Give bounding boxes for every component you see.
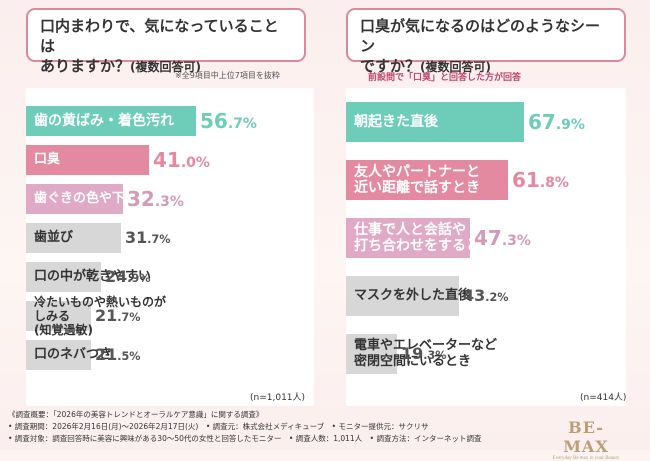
value-dec: .9% bbox=[555, 117, 585, 133]
bar-value-1-3: 43.2% bbox=[463, 286, 509, 305]
value-dec: .8% bbox=[539, 175, 569, 191]
bar-label-line: 口のネバつき bbox=[34, 347, 113, 362]
left-chart-panel: 歯の黄ばみ・着色汚れ 56.7% 口臭 41.0% 歯ぐきの色や下がり 32.3% 歯並び 3… bbox=[26, 88, 314, 406]
value-int: 32 bbox=[127, 187, 155, 211]
bar-value-1-4: 19.3% bbox=[401, 344, 447, 363]
brand-name: BE-MAX bbox=[563, 418, 609, 456]
value-int: 67 bbox=[528, 110, 556, 134]
bar-label-line: 打ち合わせをするとき bbox=[354, 238, 494, 254]
bar-value-1-0: 67.9% bbox=[528, 110, 585, 134]
value-int: 24 bbox=[105, 267, 128, 287]
brand-tagline: Everyday Be max in your Beauty bbox=[552, 456, 620, 461]
right-title-line2: ですか？ bbox=[360, 57, 421, 75]
bar-0-2 bbox=[26, 184, 123, 214]
right-title-suffix: (複数回答可) bbox=[420, 60, 491, 74]
bar-label-line: 冷たいものや熱いものが bbox=[34, 295, 167, 309]
value-int: 43 bbox=[463, 286, 486, 306]
value-dec: .3% bbox=[154, 194, 184, 210]
bar-label-0-6: 口のネバつき bbox=[34, 347, 112, 363]
bar-value-0-0: 56.7% bbox=[200, 109, 257, 133]
bar-label-line: マスクを外した直後 bbox=[354, 288, 472, 303]
right-title-line1: 口臭が気になるのはどのようなシーン bbox=[360, 17, 601, 55]
bar-label-line: 歯ぐきの色や下がり bbox=[34, 191, 152, 206]
left-sample-size: (n=1,011人) bbox=[250, 393, 306, 403]
bar-label-1-1: 友人やパートナーと 近い距離で話すとき bbox=[354, 164, 480, 196]
bar-label-line: 近い距離で話すとき bbox=[354, 180, 480, 196]
bar-0-4 bbox=[26, 262, 101, 292]
bar-label-1-2: 仕事で人と会話や 打ち合わせをするとき bbox=[354, 222, 494, 254]
bar-label-line: 友人やパートナーと bbox=[354, 164, 480, 180]
value-int: 56 bbox=[200, 109, 228, 133]
right-chart-panel: 朝起きた直後 67.9% 友人やパートナーと 近い距離で話すとき 61.8% 仕事で人と会… bbox=[346, 88, 626, 406]
left-title-line1: 口内まわりで、気になっていることは bbox=[40, 17, 279, 55]
bar-label-0-0: 歯の黄ばみ・着色汚れ bbox=[34, 113, 174, 129]
bar-1-2 bbox=[346, 218, 470, 258]
value-int: 41 bbox=[153, 148, 181, 172]
bar-0-1 bbox=[26, 145, 149, 175]
value-int: 61 bbox=[512, 168, 540, 192]
footer-survey-period: • 調査期間：2026年2月16日(月)～2026年2月17日(火) • 調査元… bbox=[8, 422, 429, 431]
bar-value-0-4: 24.9% bbox=[105, 267, 151, 286]
bar-label-0-1: 口臭 bbox=[34, 152, 60, 168]
bar-label-line: 仕事で人と会話や bbox=[354, 222, 466, 238]
left-question-box: 口内まわりで、気になっていることは ありますか？(複数回答可) bbox=[26, 8, 306, 75]
bar-label-1-0: 朝起きた直後 bbox=[354, 114, 438, 130]
value-dec: .3% bbox=[423, 349, 447, 363]
bar-value-1-1: 61.8% bbox=[512, 168, 569, 192]
bar-label-line: 歯の黄ばみ・着色汚れ bbox=[34, 113, 174, 129]
bar-label-1-3: マスクを外した直後 bbox=[354, 288, 471, 304]
value-int: 31 bbox=[125, 228, 148, 248]
bar-value-0-1: 41.0% bbox=[153, 148, 210, 172]
bar-0-5 bbox=[26, 301, 91, 331]
right-note: 前設問で「口臭」と回答した方が回答 bbox=[368, 73, 522, 83]
left-note: ※全9項目中上位7項目を抜粋 bbox=[175, 71, 280, 80]
bar-label-line: しみる bbox=[34, 309, 71, 323]
value-dec: .5% bbox=[117, 350, 141, 364]
bar-label-line: 口臭 bbox=[34, 152, 61, 167]
bar-value-0-3: 31.7% bbox=[125, 228, 171, 247]
value-dec: .7% bbox=[227, 116, 257, 132]
value-dec: .7% bbox=[117, 311, 141, 325]
bar-1-1 bbox=[346, 160, 508, 200]
bar-0-6 bbox=[26, 340, 91, 370]
left-title-line2: ありますか？ bbox=[40, 57, 131, 75]
bar-0-0 bbox=[26, 106, 196, 136]
value-dec: .3% bbox=[501, 233, 531, 249]
bar-label-0-2: 歯ぐきの色や下がり bbox=[34, 191, 151, 207]
value-int: 21 bbox=[95, 345, 118, 365]
bar-value-0-2: 32.3% bbox=[127, 187, 184, 211]
bar-label-0-4: 口の中が乾きやすい bbox=[34, 269, 151, 285]
value-dec: .9% bbox=[127, 272, 151, 286]
value-dec: .0% bbox=[180, 155, 210, 171]
bar-label-line: 歯並び bbox=[34, 230, 74, 245]
left-title-suffix: (複数回答可) bbox=[130, 60, 201, 74]
bar-value-1-2: 47.3% bbox=[474, 226, 531, 250]
bar-label-1-4: 電車やエレベーターなど 密閉空間にいるとき bbox=[354, 338, 497, 370]
value-dec: .2% bbox=[485, 291, 509, 305]
footer-survey-title: 《調査概要：「2026年の美容トレンドとオーラルケア意識」に関する調査》 bbox=[8, 410, 264, 419]
value-int: 19 bbox=[401, 344, 424, 364]
bar-label-line: 口の中が乾きやすい bbox=[34, 269, 152, 284]
bar-1-4 bbox=[346, 334, 397, 374]
bar-label-line: 密閉空間にいるとき bbox=[354, 354, 472, 369]
bar-value-0-5: 21.7% bbox=[95, 306, 141, 325]
bar-1-3 bbox=[346, 276, 459, 316]
value-dec: .7% bbox=[147, 233, 171, 247]
bar-0-3 bbox=[26, 223, 121, 253]
right-sample-size: (n=414人) bbox=[580, 393, 627, 403]
brand-logo: BE-MAX Everyday Be max in your Beauty bbox=[546, 418, 626, 461]
bar-label-0-5: 冷たいものや熱いものが しみる (知覚過敏) bbox=[34, 295, 166, 337]
bar-value-0-6: 21.5% bbox=[95, 345, 141, 364]
bar-label-line: (知覚過敏) bbox=[34, 323, 93, 337]
bar-label-0-3: 歯並び bbox=[34, 230, 73, 246]
bar-label-line: 電車やエレベーターなど bbox=[354, 338, 498, 353]
footer-survey-target: • 調査対象：調査回答時に美容に興味がある30～50代の女性と回答したモニター … bbox=[8, 434, 482, 443]
value-int: 21 bbox=[95, 306, 118, 326]
bar-1-0 bbox=[346, 102, 524, 142]
bar-label-line: 朝起きた直後 bbox=[354, 114, 438, 130]
right-question-box: 口臭が気になるのはどのようなシーン ですか？(複数回答可) bbox=[346, 8, 626, 75]
value-int: 47 bbox=[474, 226, 502, 250]
